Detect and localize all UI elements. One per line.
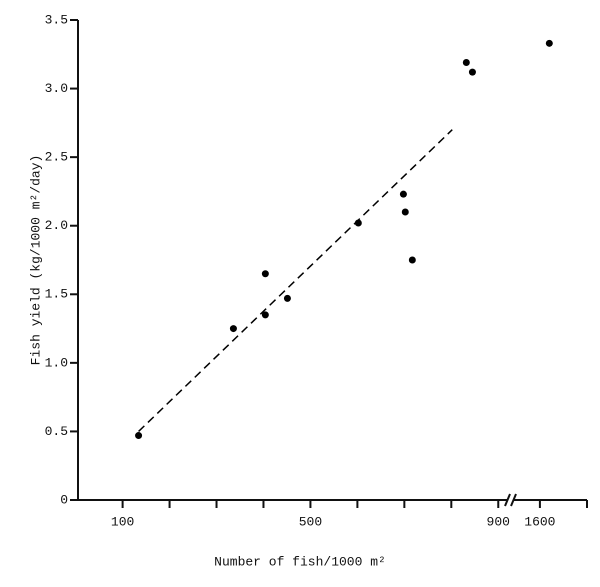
axis-break (504, 493, 511, 507)
y-tick-label: 0 (60, 492, 68, 507)
data-point (545, 39, 553, 47)
y-tick-label: 1.5 (45, 287, 68, 302)
x-tick-label: 900 (487, 514, 510, 529)
data-point (401, 208, 409, 216)
data-point (261, 270, 269, 278)
data-point (261, 311, 269, 319)
y-tick-label: 1.0 (45, 355, 68, 370)
y-tick-label: 3.5 (45, 12, 68, 27)
y-tick-label: 3.0 (45, 81, 68, 96)
data-point (399, 190, 407, 198)
y-tick-label: 2.5 (45, 150, 68, 165)
y-tick-label: 0.5 (45, 424, 68, 439)
data-point (462, 59, 470, 67)
x-axis-label: Number of fish/1000 m² (214, 554, 386, 569)
data-point (468, 68, 476, 76)
x-tick-label: 1600 (524, 514, 555, 529)
x-tick-label: 100 (111, 514, 134, 529)
data-point (283, 294, 291, 302)
data-point (408, 256, 416, 264)
data-point (135, 432, 143, 440)
x-tick-label: 500 (299, 514, 322, 529)
data-point (354, 219, 362, 227)
data-point (229, 325, 237, 333)
axis-break (510, 493, 517, 507)
trend-line (138, 129, 453, 432)
y-tick-label: 2.0 (45, 218, 68, 233)
y-axis-label: Fish yield (kg/1000 m²/day) (28, 155, 43, 366)
